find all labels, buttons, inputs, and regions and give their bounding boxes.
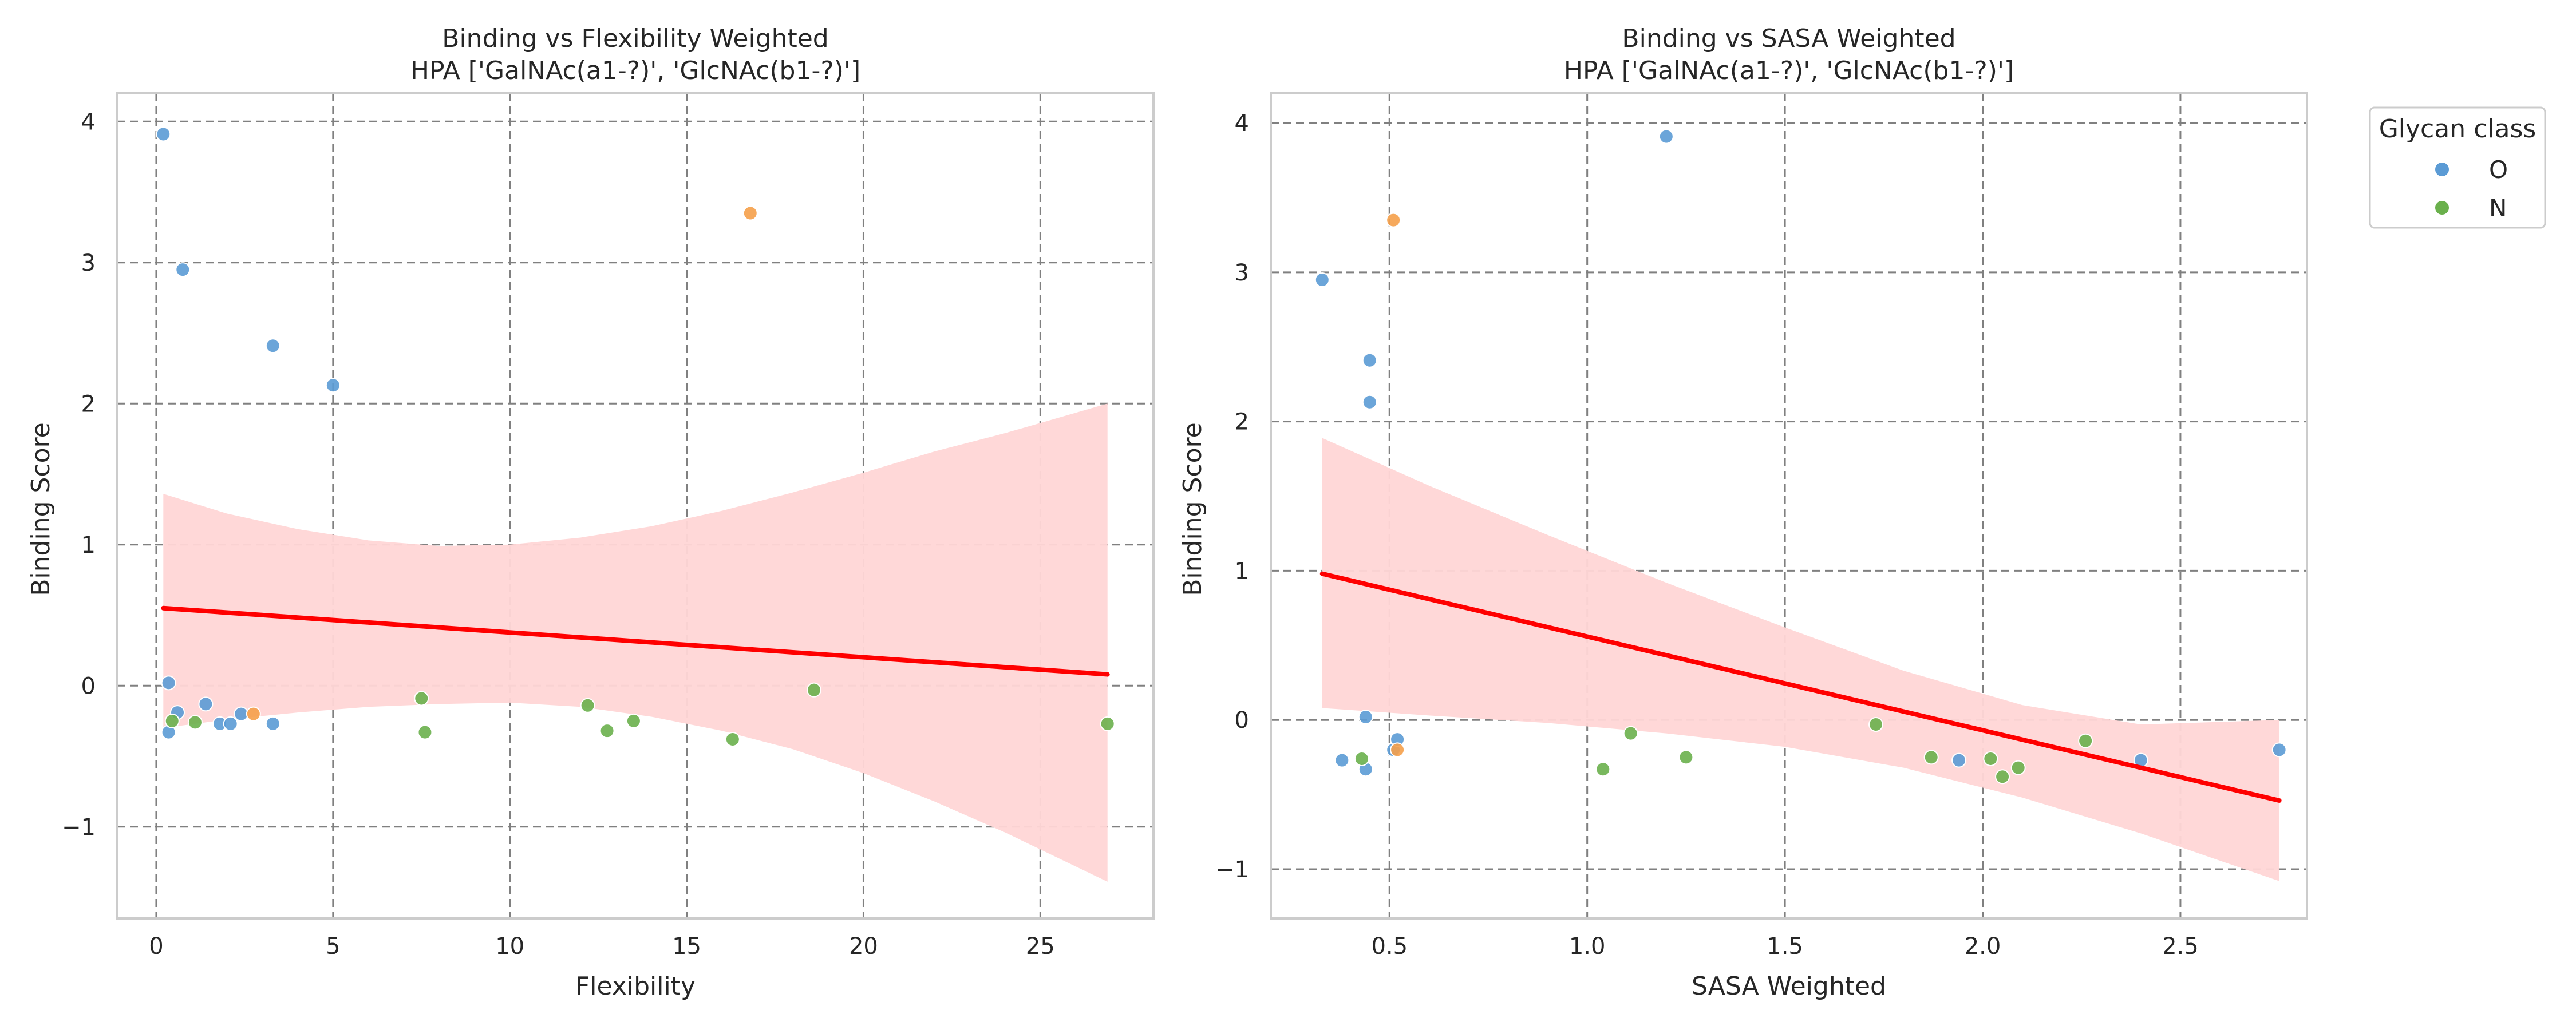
data-point xyxy=(161,675,176,691)
y-tick-label: 0 xyxy=(1235,707,1249,734)
y-axis-label: Binding Score xyxy=(26,422,56,596)
x-tick-label: 10 xyxy=(495,933,524,960)
data-point xyxy=(175,262,191,278)
data-point xyxy=(1314,272,1330,287)
regression-line xyxy=(1319,571,2282,803)
plot-title-line-2: HPA ['GalNAc(a1-?)', 'GlcNAc(b1-?)'] xyxy=(1564,56,2014,85)
y-tick-label: 3 xyxy=(81,250,96,276)
legend: Glycan class O N xyxy=(2369,106,2546,229)
y-tick-label: 4 xyxy=(1235,110,1249,137)
data-point xyxy=(325,378,341,393)
plot-title-line-2: HPA ['GalNAc(a1-?)', 'GlcNAc(b1-?)'] xyxy=(410,56,860,85)
data-point xyxy=(626,713,641,728)
x-tick-label: 1.5 xyxy=(1767,933,1803,960)
legend-marker-n xyxy=(2435,201,2449,215)
data-point xyxy=(246,706,261,722)
y-axis-label: Binding Score xyxy=(1178,422,1207,596)
plot-area xyxy=(1270,92,2308,920)
x-tick-label: 2.5 xyxy=(2162,933,2199,960)
plot-binding-vs-flexibility: Binding vs Flexibility Weighted HPA ['Ga… xyxy=(26,24,1155,1001)
legend-title: Glycan class xyxy=(2379,114,2537,144)
data-point xyxy=(806,682,821,698)
x-axis-label: Flexibility xyxy=(575,972,696,1001)
data-point xyxy=(1362,394,1377,410)
data-point xyxy=(1595,762,1611,777)
data-point xyxy=(2078,733,2093,748)
data-point xyxy=(223,716,238,731)
data-point xyxy=(187,715,203,730)
data-point xyxy=(1362,352,1377,368)
data-point xyxy=(1334,752,1350,768)
y-tick-label: −1 xyxy=(1215,857,1249,883)
data-point xyxy=(156,126,171,142)
axes-frame xyxy=(1270,92,2308,920)
data-point xyxy=(1658,129,1674,144)
x-tick-label: 1.0 xyxy=(1569,933,1606,960)
data-point xyxy=(1100,716,1115,731)
confidence-band xyxy=(1322,438,2279,881)
plot-binding-vs-sasa: Binding vs SASA Weighted HPA ['GalNAc(a1… xyxy=(1178,24,2308,1001)
data-point xyxy=(599,723,615,739)
legend-label-n: N xyxy=(2489,194,2507,222)
plot-title-line-1: Binding vs Flexibility Weighted xyxy=(442,24,828,53)
data-point xyxy=(265,338,280,354)
legend-label-o: O xyxy=(2489,156,2508,184)
plot-area xyxy=(116,92,1155,920)
data-point xyxy=(234,706,249,722)
y-tick-label: 1 xyxy=(81,532,96,558)
y-tick-label: 2 xyxy=(1235,409,1249,435)
y-tick-label: 1 xyxy=(1235,558,1249,584)
y-tick-label: 3 xyxy=(1235,260,1249,286)
data-point xyxy=(417,724,433,740)
x-tick-label: 15 xyxy=(672,933,701,960)
data-point xyxy=(1983,751,1998,766)
x-axis-label: SASA Weighted xyxy=(1692,972,1886,1001)
data-point xyxy=(1386,212,1401,228)
x-tick-label: 25 xyxy=(1026,933,1055,960)
x-tick-label: 0 xyxy=(149,933,163,960)
data-point xyxy=(1951,752,1967,768)
data-point xyxy=(742,205,758,221)
data-point xyxy=(1868,717,1883,732)
data-point xyxy=(1923,750,1939,765)
data-point xyxy=(1354,751,1369,766)
data-point xyxy=(1995,769,2010,785)
y-tick-label: 0 xyxy=(81,673,96,699)
data-point xyxy=(1678,750,1694,765)
data-point xyxy=(580,698,595,713)
plot-title-line-1: Binding vs SASA Weighted xyxy=(1622,24,1955,53)
legend-frame xyxy=(2369,106,2546,229)
data-point xyxy=(1358,709,1373,724)
data-point xyxy=(164,713,180,728)
data-point xyxy=(2271,742,2287,758)
x-tick-label: 20 xyxy=(849,933,878,960)
data-point xyxy=(265,716,280,731)
legend-marker-o xyxy=(2435,163,2449,176)
data-point xyxy=(1390,742,1405,758)
axes-frame xyxy=(116,92,1155,920)
data-point xyxy=(2010,760,2026,775)
y-tick-label: −1 xyxy=(62,814,96,841)
x-tick-label: 0.5 xyxy=(1371,933,1408,960)
x-tick-label: 2.0 xyxy=(1965,933,2001,960)
data-point xyxy=(198,696,214,712)
regression-line xyxy=(161,605,1110,677)
data-point xyxy=(725,731,740,747)
y-tick-label: 2 xyxy=(81,391,96,417)
y-tick-label: 4 xyxy=(81,109,96,135)
x-tick-label: 5 xyxy=(326,933,340,960)
data-point xyxy=(1623,726,1638,741)
data-point xyxy=(414,691,429,706)
